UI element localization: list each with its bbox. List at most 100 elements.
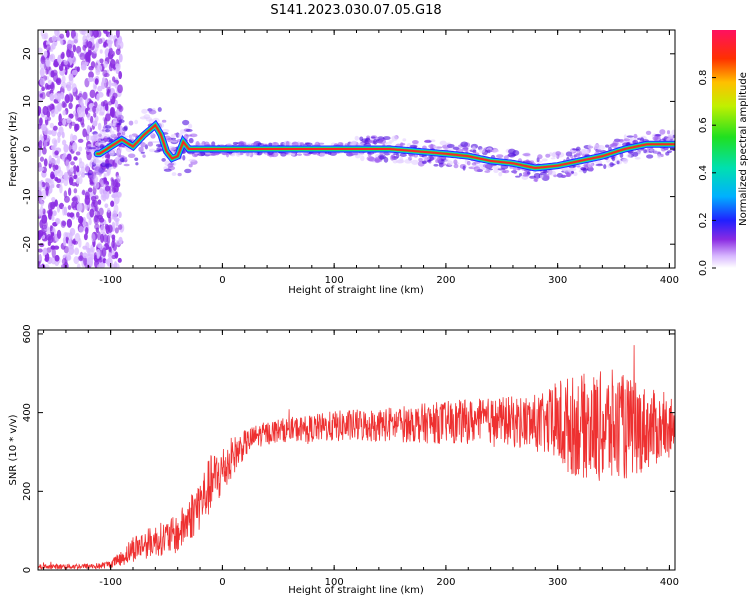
spectrogram-noise-blob <box>109 111 114 116</box>
spectrogram-halo-blob <box>626 135 634 138</box>
spectrogram-halo-blob <box>453 163 459 169</box>
x-tick-label: 300 <box>548 275 567 286</box>
spectrogram-halo-blob <box>576 152 580 156</box>
spectrogram-noise-blob <box>97 122 102 131</box>
spectrogram-halo-blob <box>609 162 614 168</box>
spectrogram-halo-blob <box>404 158 412 164</box>
spectrogram-halo-blob <box>529 160 534 163</box>
spectrogram-halo-blob <box>170 137 177 140</box>
colorbar-tick-label: 0.4 <box>698 165 709 181</box>
spectrogram-halo-blob <box>357 152 365 156</box>
spectrogram-noise-blob <box>76 165 80 173</box>
spectrogram-noise-blob <box>103 177 107 185</box>
spectrogram-halo-blob <box>105 124 112 129</box>
spectrogram-noise-blob <box>114 251 119 259</box>
spectrogram-noise-blob <box>103 41 107 48</box>
spectrogram-noise-blob <box>110 200 115 207</box>
spectrogram-noise-blob <box>57 136 61 144</box>
spectrogram-halo-blob <box>140 141 146 148</box>
spectrogram-halo-blob <box>486 149 491 154</box>
spectrogram-halo-blob <box>411 139 419 145</box>
spectrogram-halo-blob <box>371 136 376 139</box>
spectrogram-noise-blob <box>111 193 117 199</box>
spectrogram-noise-blob <box>68 174 75 183</box>
spectrogram-noise-blob <box>94 211 98 216</box>
spectrogram-halo-blob <box>447 160 453 166</box>
spectrogram-noise-blob <box>94 78 99 85</box>
spectrogram-noise-blob <box>87 49 92 58</box>
spectrogram-noise-blob <box>68 143 73 153</box>
spectrogram-halo-blob <box>90 158 94 163</box>
spectrogram-halo-blob <box>142 154 146 158</box>
spectrogram-halo-blob <box>101 129 105 132</box>
spectrogram-noise-blob <box>82 91 88 100</box>
spectrogram-halo-blob <box>666 130 671 135</box>
spectrogram-noise-blob <box>38 248 43 253</box>
spectrogram-noise-blob <box>86 151 92 161</box>
spectrogram-halo-blob <box>104 163 113 168</box>
spectrogram-halo-blob <box>314 141 321 147</box>
spectrogram-halo-blob <box>632 151 639 157</box>
spectrogram-halo-blob <box>134 119 139 125</box>
spectrogram-halo-blob <box>161 128 170 133</box>
spectrogram-noise-blob <box>76 177 80 185</box>
spectrogram-halo-blob <box>174 132 179 136</box>
spectrogram-halo-blob <box>238 140 245 147</box>
spectrogram-halo-blob <box>261 143 268 147</box>
spectrogram-halo-blob <box>93 157 99 164</box>
spectrogram-noise-blob <box>77 138 84 143</box>
spectrogram-halo-blob <box>587 144 592 150</box>
spectrogram-noise-blob <box>111 240 115 249</box>
spectrogram-noise-blob <box>111 82 117 87</box>
spectrogram-halo-blob <box>593 144 601 150</box>
x-tick-label: 400 <box>660 577 679 588</box>
spectrogram-halo-blob <box>402 138 407 142</box>
spectrogram-halo-blob <box>568 167 577 172</box>
spectrogram-noise-blob <box>73 174 78 180</box>
spectrogram-halo-blob <box>108 166 117 170</box>
y-tick-label: 400 <box>22 403 33 422</box>
spectrogram-noise-blob <box>72 134 78 141</box>
spectrogram-noise-blob <box>45 68 49 75</box>
snr-axes: -100 0 100 200 300 400 0 200 400 600 <box>22 324 679 588</box>
spectrogram-noise-blob <box>100 101 106 107</box>
spectrogram-noise-blob <box>86 30 92 38</box>
spectrogram-noise-blob <box>61 81 67 89</box>
y-tick-label: 200 <box>22 482 33 501</box>
spectrogram-noise-blob <box>44 252 50 262</box>
spectrogram-halo-blob <box>496 154 504 158</box>
spectrogram-halo-blob <box>453 159 458 165</box>
colorbar-gradient <box>712 30 736 268</box>
spectrogram-noise-blob <box>63 239 67 246</box>
spectrogram-noise-blob <box>85 247 92 253</box>
spectrogram-noise-blob <box>53 92 60 100</box>
spectrogram-noise-blob <box>98 38 103 45</box>
spectrogram-halo-blob <box>433 163 439 167</box>
spectrogram-noise-blob <box>115 63 120 69</box>
snr-xlabel: Height of straight line (km) <box>288 585 424 596</box>
spectrogram-noise-blob <box>105 113 111 122</box>
spectrogram-halo-blob <box>148 109 157 115</box>
spectrogram-noise-blob <box>75 151 81 156</box>
spectrogram-noise-blob <box>96 248 101 258</box>
spectrogram-noise-blob <box>103 30 108 34</box>
spectrogram-halo-blob <box>634 156 641 160</box>
spectrogram-halo-blob <box>101 169 108 173</box>
spectrogram-noise-blob <box>93 252 98 260</box>
spectrogram-noise-blob <box>46 233 53 241</box>
spectrogram-halo-blob <box>497 168 506 171</box>
spectrogram-halo-blob <box>565 151 573 157</box>
spectrogram-noise-blob <box>55 77 62 86</box>
x-tick-label: 200 <box>436 577 455 588</box>
spectrogram-noise-blob <box>46 110 51 118</box>
spectrogram-halo-blob <box>522 174 530 177</box>
spectrogram-halo-blob <box>452 146 460 151</box>
spectrogram-halo-blob <box>573 171 578 177</box>
spectrogram-noise-blob <box>113 217 120 223</box>
spectrogram-noise-blob <box>62 206 66 216</box>
spectrogram-halo-blob <box>594 160 603 165</box>
spectrogram-noise-blob <box>41 86 45 92</box>
spectrogram-halo-blob <box>84 172 93 176</box>
colorbar-tick-label: 0.8 <box>698 70 709 86</box>
spectrogram-noise-blob <box>108 246 112 252</box>
